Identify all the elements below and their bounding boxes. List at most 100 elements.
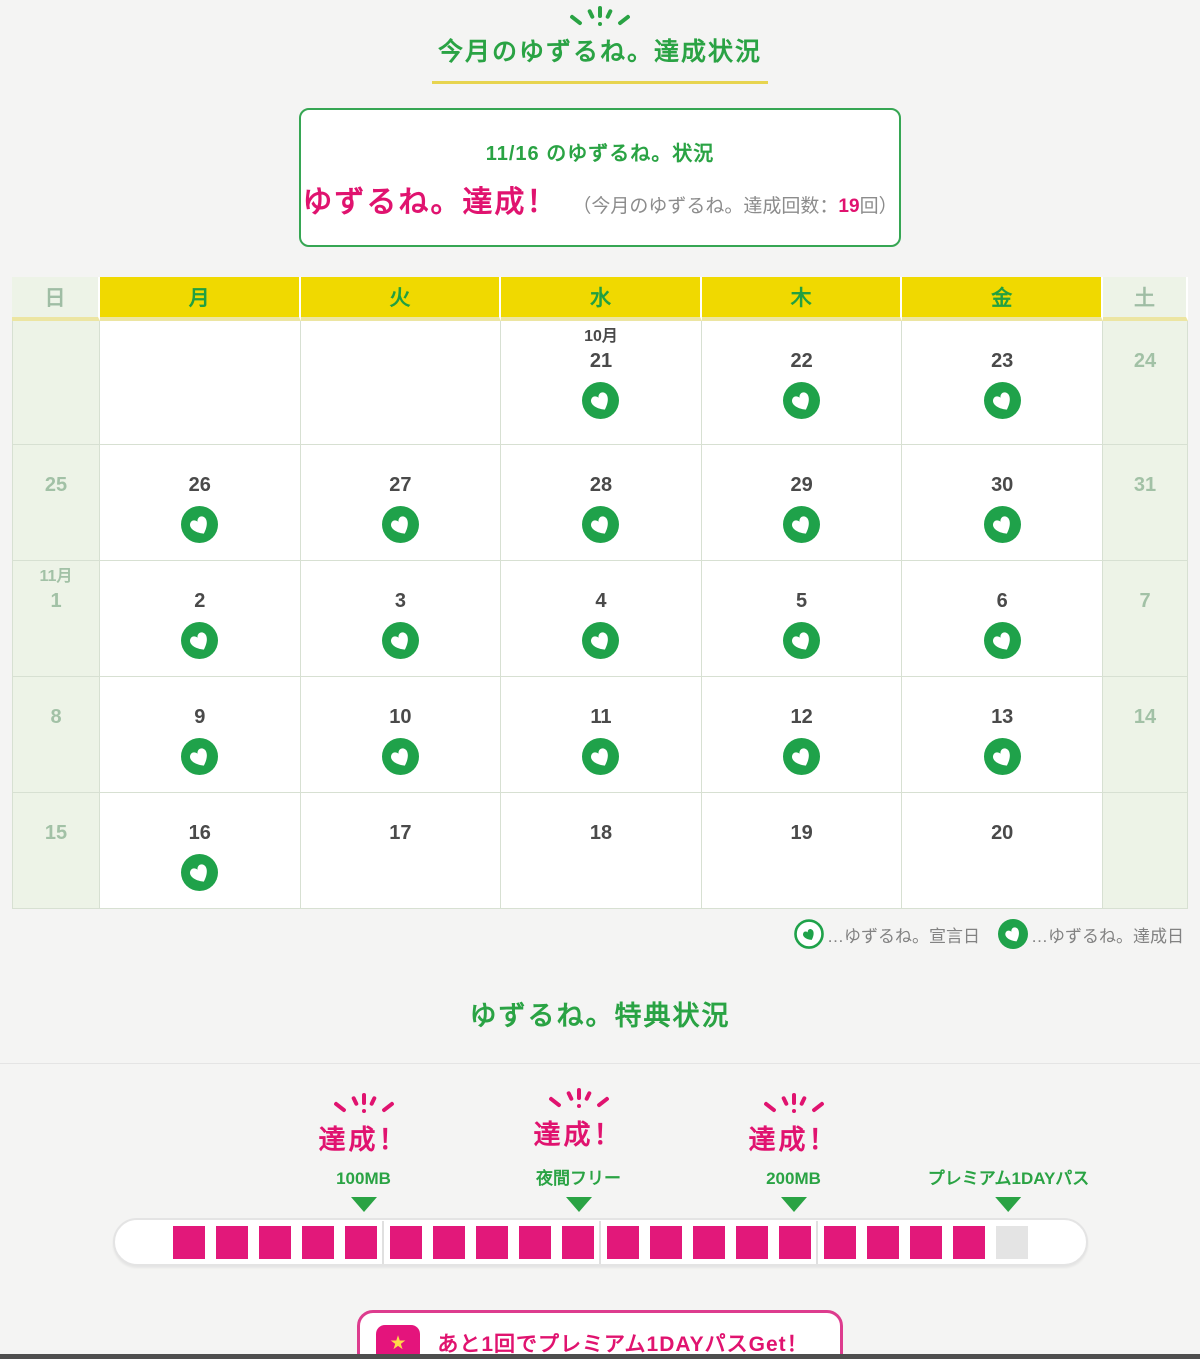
yuzurune-achieved-icon <box>181 506 219 543</box>
calendar-day-cell: 28 <box>501 445 702 561</box>
date-number: 11 <box>590 706 612 728</box>
progress-square <box>649 1225 682 1259</box>
date-number: 29 <box>790 474 813 496</box>
progress-square <box>823 1225 856 1259</box>
date-number: 10 <box>389 706 412 728</box>
milestone-status: 達成！ <box>533 1120 624 1150</box>
yuzurune-achieved-icon <box>181 622 219 659</box>
calendar-day-cell: 2 <box>100 561 301 677</box>
progress-square <box>518 1225 551 1259</box>
monthly-count: （今月のゆずるね。達成回数：19回） <box>572 196 897 217</box>
yuzurune-achieved-icon <box>582 506 620 543</box>
next-reward-message-box: ★ あと1回でプレミアム1DAYパスGet！ <box>357 1310 843 1359</box>
date-number: 31 <box>1133 474 1157 496</box>
calendar-day-cell: 8 <box>12 677 100 793</box>
yuzurune-achieved-icon <box>582 622 620 659</box>
calendar-day-cell: 10月 21 <box>501 321 702 445</box>
progress-divider <box>816 1220 818 1264</box>
progress-square <box>215 1225 248 1259</box>
calendar-day-cell: 15 <box>12 793 100 909</box>
calendar-day-cell <box>12 321 100 445</box>
date-number: 1 <box>50 590 62 612</box>
yuzurune-achieved-icon <box>783 382 821 419</box>
star-bubble-icon: ★ <box>376 1324 420 1359</box>
calendar-day-cell: 6 <box>902 561 1103 677</box>
milestone-label: 200MB <box>766 1169 821 1188</box>
yuzurune-achieved-icon <box>783 506 821 543</box>
date-number: 23 <box>991 350 1014 372</box>
progress-divider <box>599 1220 601 1264</box>
count-prefix: （今月のゆずるね。達成回数： <box>572 196 839 217</box>
milestone-label: 100MB <box>336 1169 391 1188</box>
date-number: 16 <box>188 822 211 844</box>
sparkle-burst-icon <box>331 1093 397 1117</box>
date-number: 5 <box>796 590 808 612</box>
yuzurune-achieved-icon <box>783 738 821 775</box>
date-number: 3 <box>394 590 406 612</box>
date-number: 4 <box>595 590 607 612</box>
date-number: 28 <box>589 474 613 496</box>
calendar-day-cell: 26 <box>100 445 301 561</box>
legend-label: …ゆずるね。達成日 <box>1031 926 1184 946</box>
yuzurune-achieved-icon <box>998 919 1028 949</box>
calendar-day-cell: 20 <box>902 793 1103 909</box>
date-number: 24 <box>1133 350 1157 372</box>
progress-square <box>606 1225 639 1259</box>
section-divider <box>0 1063 1200 1064</box>
date-number: 30 <box>991 474 1014 496</box>
date-number: 9 <box>194 706 206 728</box>
calendar-day-cell: 25 <box>12 445 100 561</box>
progress-square <box>735 1225 768 1259</box>
legend-item-achieved: …ゆずるね。達成日 <box>998 919 1184 949</box>
month-label: 11月 <box>39 568 73 585</box>
day-header-日: 日 <box>12 277 100 321</box>
yuzurune-achieved-icon <box>983 382 1021 419</box>
date-number: 15 <box>44 822 68 844</box>
progress-square <box>692 1225 725 1259</box>
progress-divider <box>382 1220 384 1264</box>
day-header-金: 金 <box>902 277 1103 321</box>
milestone-label: プレミアム1DAYパス <box>927 1169 1090 1188</box>
calendar-day-cell: 4 <box>501 561 702 677</box>
calendar-day-cell: 9 <box>100 677 301 793</box>
daily-status-card: 11/16 のゆずるね。状況 ゆずるね。達成！ （今月のゆずるね。達成回数：19回… <box>299 108 901 247</box>
calendar-day-cell: 27 <box>300 445 502 561</box>
legend-label: …ゆずるね。宣言日 <box>827 926 980 946</box>
milestone-status: 達成！ <box>318 1125 409 1155</box>
milestone: 達成！ 夜間フリー <box>534 1088 624 1212</box>
yuzurune-achieved-icon <box>381 622 419 659</box>
progress-square <box>258 1225 291 1259</box>
day-header-水: 水 <box>501 277 702 321</box>
milestone: プレミアム1DAYパス <box>927 1152 1090 1212</box>
yuzurune-achieved-icon <box>983 622 1021 659</box>
next-reward-message: あと1回でプレミアム1DAYパスGet！ <box>437 1333 809 1356</box>
progress-square <box>301 1225 334 1259</box>
milestone-status: 達成！ <box>748 1125 839 1155</box>
date-number: 27 <box>389 474 412 496</box>
date-number: 22 <box>790 350 813 372</box>
yuzurune-achieved-icon <box>381 506 419 543</box>
date-number: 7 <box>1139 590 1151 612</box>
count-suffix: 回） <box>859 196 898 217</box>
calendar-day-cell: 24 <box>1103 321 1188 445</box>
yuzurune-achieved-icon <box>181 854 219 891</box>
screen-bottom-bar <box>0 1354 1200 1359</box>
yuzurune-achieved-icon <box>983 738 1021 775</box>
milestone: 達成！ 200MB <box>749 1093 839 1212</box>
yuzurune-achieved-icon <box>381 738 419 775</box>
date-number: 6 <box>996 590 1008 612</box>
date-number: 14 <box>1133 706 1157 728</box>
milestone-pointer-icon <box>995 1197 1022 1212</box>
page-title: 今月のゆずるね。達成状況 <box>431 32 768 84</box>
calendar-day-cell: 7 <box>1103 561 1188 677</box>
calendar: 日月火水木金土 10月 21 22 23 24 25 26 27 28 29 30 31… <box>12 277 1188 909</box>
progress-square <box>344 1225 377 1259</box>
calendar-day-cell <box>100 321 301 445</box>
calendar-day-cell: 16 <box>100 793 301 909</box>
sparkle-burst-icon <box>761 1093 827 1117</box>
reward-progress-bar <box>112 1218 1088 1266</box>
milestone-pointer-icon <box>565 1197 592 1212</box>
yuzurune-achieved-icon <box>582 738 620 775</box>
calendar-day-cell: 18 <box>501 793 702 909</box>
